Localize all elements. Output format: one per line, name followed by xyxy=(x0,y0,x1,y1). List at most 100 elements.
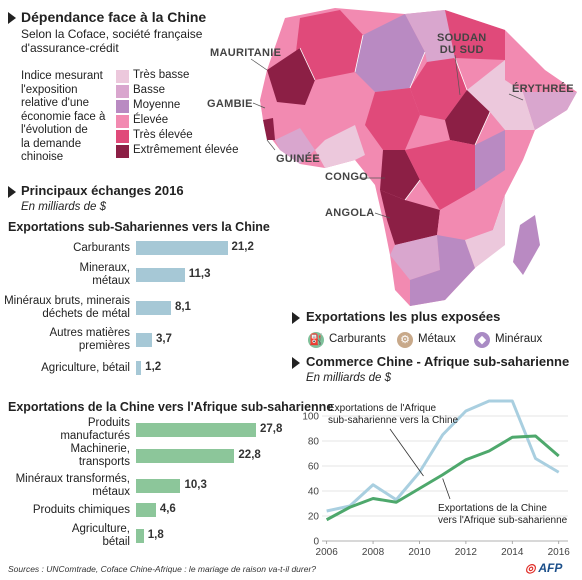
page-title: Dépendance face à la Chine xyxy=(21,9,207,25)
line-chart-title: Commerce Chine - Afrique sub-saharienne xyxy=(306,354,570,369)
bar-value-label: 1,2 xyxy=(145,361,162,373)
label-guinee: GUINÉE xyxy=(276,153,320,165)
legend-label: Très élevée xyxy=(133,129,193,141)
x-tick-label: 2006 xyxy=(316,547,339,558)
x-tick-label: 2014 xyxy=(501,547,524,558)
x-tick-label: 2012 xyxy=(455,547,478,558)
legend-label: Élevée xyxy=(133,114,169,126)
afp-logo-mark: ◎ xyxy=(525,561,536,575)
bar-category-line: Autres matières xyxy=(49,327,130,339)
bar-value-label: 27,8 xyxy=(260,423,283,435)
x-tick-label: 2010 xyxy=(408,547,431,558)
bar-category-line: bétail xyxy=(102,536,131,548)
bar-category-line: Carburants xyxy=(73,241,130,254)
source-note: Sources : UNComtrade, Coface Chine-Afriq… xyxy=(8,564,317,574)
bar-category-line: Machinerie, xyxy=(70,443,130,455)
exchanges-unit: En milliards de $ xyxy=(21,201,107,213)
bar-value-label: 21,2 xyxy=(231,241,254,253)
series-annotation: sub-saharienne vers la Chine xyxy=(328,415,459,426)
exchanges-title: Principaux échanges 2016 xyxy=(21,183,184,198)
bar-chart-title: Exportations de la Chine vers l'Afrique … xyxy=(8,400,334,414)
bar-value-label: 22,8 xyxy=(238,449,261,461)
legend-swatch xyxy=(116,145,129,158)
label-congo: CONGO xyxy=(325,171,369,183)
bar-category-line: Mineraux, xyxy=(79,262,131,274)
y-tick-label: 60 xyxy=(308,462,320,473)
y-tick-label: 100 xyxy=(302,412,319,423)
legend-description-line: chinoise xyxy=(21,151,64,163)
bar-value-label: 11,3 xyxy=(188,268,211,280)
bar-category-label: Autres matières premières xyxy=(0,327,130,353)
bar xyxy=(136,268,185,282)
bar-value-label: 4,6 xyxy=(159,503,176,515)
bar-category-label: Produits chimiques xyxy=(0,504,130,517)
label-erythree: ÉRYTHRÉE xyxy=(512,83,574,95)
legend-description: Indice mesurant l'exposition relative d'un… xyxy=(21,70,116,165)
label-soudan-line2: DU SUD xyxy=(439,44,484,56)
oil-pump-icon: ⛽ xyxy=(308,332,324,348)
bar-category-line: Minéraux transformés, xyxy=(15,473,130,485)
label-soudan-line1: SOUDAN xyxy=(437,32,487,44)
bar-category-line: Produits chimiques xyxy=(32,503,130,516)
y-tick-label: 40 xyxy=(308,487,320,498)
bar xyxy=(136,449,235,463)
legend-description-line: relative d'une xyxy=(21,97,90,109)
bar xyxy=(136,241,228,255)
bar-category-label: Machinerie, transports xyxy=(0,443,130,469)
legend-description-line: Indice mesurant xyxy=(21,70,103,82)
y-tick-label: 80 xyxy=(308,437,320,448)
bar-category-line: Produits xyxy=(87,417,130,429)
exposure-label: Minéraux xyxy=(495,333,543,345)
y-tick-label: 20 xyxy=(308,512,320,523)
bar-category-line: transports xyxy=(78,456,130,468)
section-marker xyxy=(292,312,300,324)
label-soudan: SOUDAN DU SUD xyxy=(437,32,486,56)
label-gambie: GAMBIE xyxy=(207,98,253,110)
legend-label: Très basse xyxy=(133,69,190,81)
line-chart: 0 20 40 60 80 100 2006 2008 2010 2012 2014 2016 Expo… xyxy=(302,399,571,558)
africa-map xyxy=(250,8,577,306)
bar-category-line: premières xyxy=(78,340,130,352)
bar-category-line: déchets de métal xyxy=(42,308,130,320)
bar xyxy=(136,479,181,493)
y-tick-label: 0 xyxy=(313,537,319,548)
legend-description-line: l'évolution de xyxy=(21,124,88,136)
annotation-leader xyxy=(442,478,451,500)
legend-swatch xyxy=(116,115,129,128)
bar-category-line: Agriculture, bétail xyxy=(41,361,130,374)
annotation-leader xyxy=(389,428,424,477)
legend-label: Moyenne xyxy=(133,99,181,111)
series-annotation: Exportations de l'Afrique xyxy=(328,403,437,414)
bar xyxy=(136,503,156,517)
series-line xyxy=(325,434,560,522)
legend-label: Extrêmement élevée xyxy=(133,144,239,156)
bar-category-label: Minéraux bruts, minerais déchets de métal xyxy=(0,295,130,321)
bar-category-label: Minéraux transformés, métaux xyxy=(0,473,130,499)
legend-description-line: économie face à xyxy=(21,110,106,123)
series-line xyxy=(326,399,560,513)
x-tick-label: 2016 xyxy=(548,547,571,558)
bar-category-label: Produits manufacturés xyxy=(0,417,130,443)
x-tick-label: 2008 xyxy=(362,547,385,558)
legend-swatch xyxy=(116,85,129,98)
legend-description-line: la demande xyxy=(21,137,82,150)
bar xyxy=(136,529,144,543)
afp-logo: ◎ AFP xyxy=(525,561,562,575)
bar-category-line: manufacturés xyxy=(60,430,130,442)
bar-category-label: Agriculture, bétail xyxy=(0,362,130,375)
legend-swatch xyxy=(116,100,129,113)
bar xyxy=(136,423,256,437)
legend-swatch xyxy=(116,130,129,143)
legend-label: Basse xyxy=(133,84,165,96)
bar-value-label: 3,7 xyxy=(155,333,172,345)
label-angola: ANGOLA xyxy=(325,207,375,219)
bar-chart-title: Exportations sub-Sahariennes vers la Chi… xyxy=(8,220,270,234)
gears-icon: ⚙ xyxy=(397,332,413,348)
afp-logo-text: AFP xyxy=(538,561,563,575)
bar xyxy=(136,333,152,347)
bar xyxy=(136,361,142,375)
exposures-title: Exportations les plus exposées xyxy=(306,309,501,324)
bar-category-line: métaux xyxy=(92,486,130,498)
bar-category-line: Minéraux bruts, minerais xyxy=(4,295,130,307)
bar-category-label: Agriculture, bétail xyxy=(0,523,130,549)
